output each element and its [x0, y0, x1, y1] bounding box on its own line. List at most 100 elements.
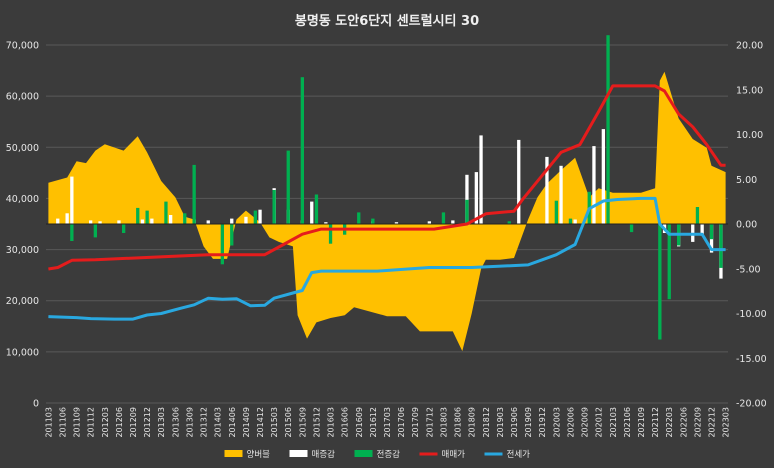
x-tick-label: 201112: [87, 407, 96, 438]
legend-item: 양버블: [224, 449, 270, 460]
right-tick-label: 10.00: [736, 130, 763, 141]
x-tick-label: 201609: [355, 407, 364, 438]
bar: [517, 139, 521, 224]
bar: [314, 194, 319, 224]
x-tick-label: 201203: [101, 407, 110, 438]
bar: [568, 218, 573, 224]
bar: [253, 210, 257, 224]
bar: [258, 209, 262, 224]
legend-swatch: [354, 450, 373, 457]
bar: [507, 221, 511, 224]
left-axis-ticks: 0 10,000 20,000 30,000 40,000 50,000 60,000 70,…: [6, 41, 39, 410]
legend-label: 전증감: [377, 449, 401, 460]
bar: [310, 201, 314, 224]
bubble-area: [48, 71, 726, 352]
legend-swatch: [289, 450, 308, 457]
x-tick-label: 201206: [115, 407, 124, 438]
legend-item: 전세가: [484, 449, 530, 460]
chart-title: 봉명동 도안6단지 센트럴시티 30: [295, 13, 479, 29]
bar: [324, 222, 328, 224]
bar: [300, 77, 304, 224]
x-tick-label: 201209: [129, 407, 138, 438]
left-tick-label: 10,000: [6, 347, 39, 358]
left-tick-label: 60,000: [6, 92, 39, 103]
left-tick-label: 70,000: [6, 41, 39, 52]
bar: [122, 224, 126, 233]
bar: [465, 199, 469, 224]
bar: [145, 210, 149, 224]
x-tick-label: 202009: [581, 407, 590, 438]
bar: [150, 218, 154, 224]
left-tick-label: 40,000: [6, 194, 39, 205]
bar: [183, 213, 187, 224]
bar: [573, 219, 577, 224]
x-tick-label: 201409: [242, 407, 251, 438]
price-lines: [48, 84, 726, 321]
bar: [554, 200, 558, 224]
bar: [606, 35, 610, 225]
bar: [98, 221, 102, 224]
legend-item: 전증감: [354, 449, 401, 460]
x-tick-label: 201109: [73, 407, 82, 438]
bar: [136, 207, 140, 224]
x-tick-label: 202103: [609, 407, 618, 438]
right-tick-label: 20.00: [736, 41, 763, 52]
legend: 양버블 매증감 전증감 매매가 전세가: [224, 449, 530, 460]
bar: [601, 129, 605, 224]
x-tick-label: 201703: [383, 407, 392, 438]
bar: [230, 224, 234, 246]
bar: [371, 218, 375, 224]
bar: [479, 135, 483, 224]
x-tick-label: 202206: [679, 407, 688, 438]
bar: [695, 207, 700, 224]
bar: [667, 224, 671, 300]
bar: [117, 220, 121, 224]
legend-swatch: [224, 450, 243, 457]
left-tick-label: 20,000: [6, 296, 39, 307]
x-tick-label: 201503: [270, 407, 279, 438]
x-tick-label: 201706: [397, 407, 406, 438]
area-series: [48, 71, 726, 352]
bar: [451, 220, 455, 224]
right-tick-label: -15.00: [736, 354, 767, 365]
x-tick-label: 201406: [228, 407, 237, 438]
x-tick-label: 201412: [256, 407, 265, 438]
x-tick-label: 202106: [623, 407, 632, 438]
x-tick-label: 201312: [200, 407, 209, 438]
x-tick-label: 201306: [171, 407, 180, 438]
legend-label: 매매가: [442, 450, 466, 460]
x-tick-label: 201603: [327, 407, 336, 438]
x-tick-label: 202203: [665, 407, 674, 438]
bar: [169, 215, 173, 224]
bar: [56, 218, 60, 224]
bar: [220, 224, 224, 265]
bar: [394, 222, 399, 224]
x-tick-label: 201512: [312, 407, 321, 438]
legend-label: 매증감: [312, 449, 336, 460]
x-tick-label: 202212: [708, 407, 717, 438]
bar: [719, 224, 723, 268]
x-tick-label: 201809: [468, 407, 477, 438]
x-tick-label: 202003: [552, 407, 561, 438]
bar: [65, 213, 69, 224]
bar: [592, 146, 596, 224]
right-tick-label: 15.00: [736, 85, 763, 96]
change-bars: [46, 35, 728, 340]
right-tick-label: 5.00: [736, 175, 757, 186]
bar: [89, 220, 93, 224]
x-tick-label: 202209: [693, 407, 702, 438]
x-tick-label: 201912: [538, 407, 547, 438]
x-tick-label: 201903: [496, 407, 505, 438]
x-tick-label: 201106: [58, 407, 67, 438]
x-tick-label: 201906: [510, 407, 519, 438]
bar: [286, 150, 290, 224]
line-series: [48, 84, 726, 271]
x-tick-label: 202112: [651, 407, 660, 438]
x-tick-label: 201509: [298, 407, 307, 438]
bar: [230, 218, 234, 224]
right-tick-label: -10.00: [736, 309, 767, 320]
bar: [272, 190, 276, 224]
bar: [709, 224, 714, 240]
x-tick-label: 202303: [722, 407, 731, 438]
left-tick-label: 50,000: [6, 143, 39, 154]
